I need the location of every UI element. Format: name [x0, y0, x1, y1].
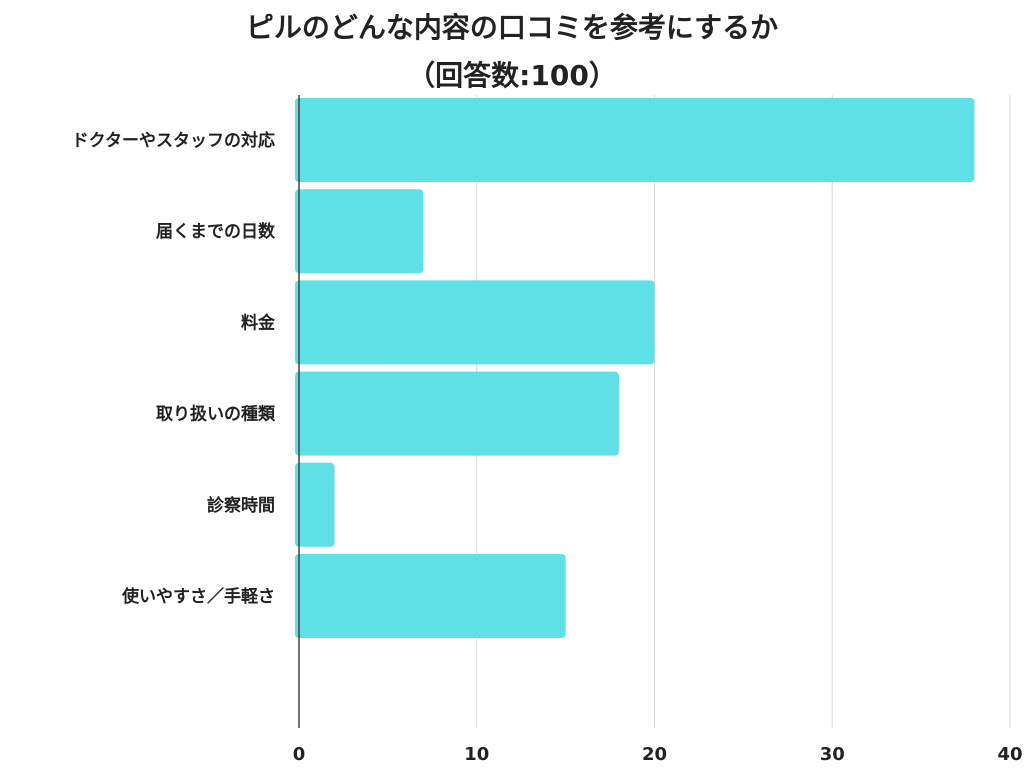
- x-tick-label: 20: [642, 744, 667, 765]
- bar: [295, 98, 975, 182]
- category-label: 取り扱いの種類: [156, 404, 276, 425]
- category-label: 使いやすさ／手軽さ: [121, 586, 275, 607]
- bar: [295, 371, 619, 456]
- category-label: ドクターやスタッフの対応: [72, 130, 275, 151]
- bar: [295, 554, 566, 638]
- x-tick-label: 10: [464, 744, 489, 765]
- bar: [295, 189, 424, 274]
- chart-subtitle: （回答数:100）: [407, 59, 617, 92]
- bar: [295, 280, 655, 365]
- category-label: 届くまでの日数: [156, 221, 276, 242]
- category-label: 診察時間: [207, 495, 275, 516]
- bar: [295, 462, 335, 547]
- x-tick-label: 30: [820, 744, 845, 765]
- chart-title: ピルのどんな内容の口コミを参考にするか: [245, 11, 779, 44]
- category-label: 料金: [241, 312, 276, 333]
- x-tick-label: 0: [293, 744, 306, 765]
- x-tick-label: 40: [997, 744, 1022, 765]
